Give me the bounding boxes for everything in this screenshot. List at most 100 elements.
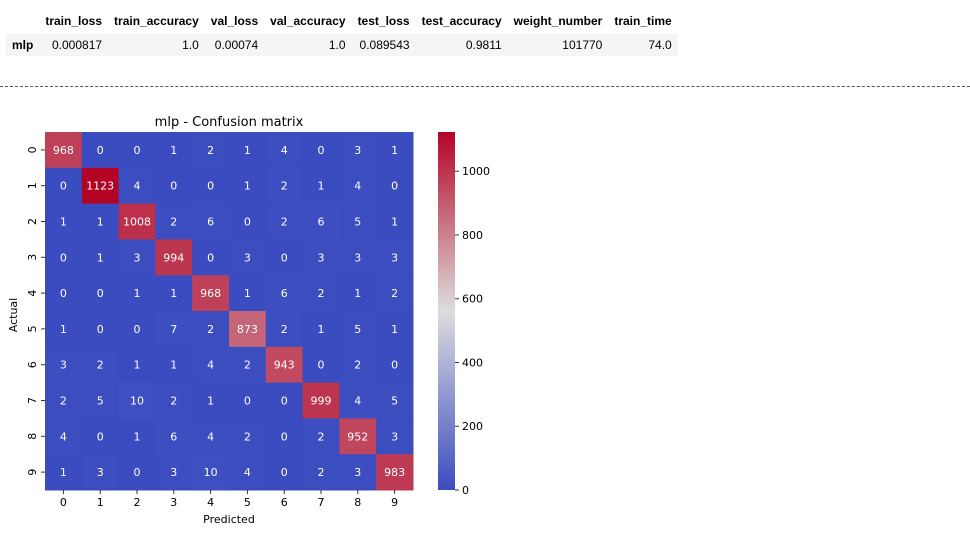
heatmap-cells: 968 0 0 1 2 1 4 0 3 10 1123 4 0 0 1 2 1 4 01 1 1008 2 6 0 2 6 5 10 1… (45, 132, 414, 491)
heatmap-cell (118, 275, 156, 312)
confusion-matrix-chart: mlp - Confusion matrix 968 0 0 1 2 1 4 0 3 10 1123… (7, 115, 490, 526)
x-tick-label: 7 (318, 496, 325, 509)
heatmap-cell (265, 239, 304, 276)
column-header-train-time: train_time (614, 14, 672, 28)
heatmap-cell (265, 275, 304, 312)
cell-value-label: 2 (244, 430, 251, 443)
colorbar-tick-label: 0 (462, 484, 469, 497)
heatmap-cell (118, 203, 156, 240)
cell-value-label: 4 (244, 466, 251, 479)
heatmap-cell (229, 132, 267, 169)
heatmap-cell (155, 311, 193, 348)
dashed-divider (0, 86, 970, 87)
results-table-body: mlp 0.000817 1.0 0.00074 1.0 0.089543 0.9811 10… (6, 34, 678, 56)
y-tick-label: 2 (26, 218, 39, 225)
cell-value-label: 7 (170, 323, 177, 336)
cell-value-label: 0 (134, 466, 141, 479)
cell-value-label: 3 (60, 359, 67, 372)
heatmap-cell (265, 167, 304, 205)
table-cell: 1.0 (328, 38, 346, 52)
heatmap-cell (45, 346, 83, 384)
cell-value-label: 2 (207, 323, 214, 336)
colorbar-ticks: 0 200 400 600 800 1000 (455, 165, 490, 497)
cell-value-label: 1 (60, 216, 67, 229)
heatmap-cell (376, 167, 414, 205)
cell-value-label: 2 (97, 359, 104, 372)
cell-value-label: 1 (134, 430, 141, 443)
heatmap-cell (376, 275, 414, 312)
cell-value-label: 4 (354, 180, 361, 193)
results-table: train_loss train_accuracy val_loss val_accu… (6, 8, 678, 56)
heatmap-cell (339, 167, 377, 205)
cell-value-label: 1 (207, 395, 214, 408)
cell-value-label: 3 (318, 251, 325, 264)
heatmap-cell (265, 346, 304, 384)
colorbar-tick-label: 1000 (462, 165, 490, 178)
heatmap-cell (155, 167, 193, 205)
y-axis-label: Actual (7, 298, 20, 332)
cell-value-label: 4 (207, 430, 214, 443)
heatmap-cell (192, 275, 230, 312)
heatmap-cell (192, 132, 230, 169)
cell-value-label: 1 (318, 323, 325, 336)
cell-value-label: 943 (274, 359, 295, 372)
y-tick-label: 6 (26, 361, 39, 368)
heatmap-cell (155, 239, 193, 276)
heatmap-cell (118, 418, 156, 455)
heatmap-cell (192, 239, 230, 276)
heatmap-cell (118, 346, 156, 384)
cell-value-label: 0 (281, 466, 288, 479)
heatmap-cell (302, 167, 340, 205)
x-tick-label: 1 (97, 496, 104, 509)
heatmap-cell (45, 311, 83, 348)
table-cell: 0.000817 (51, 38, 103, 52)
table-cell: 101770 (562, 38, 603, 52)
heatmap-cell (81, 132, 120, 169)
cell-value-label: 5 (97, 395, 104, 408)
cell-value-label: 0 (318, 144, 325, 157)
index-header (6, 8, 39, 34)
cell-value-label: 1008 (123, 216, 151, 229)
cell-value-label: 0 (170, 180, 177, 193)
heatmap-cell (45, 239, 83, 276)
cell-value-label: 1 (391, 144, 398, 157)
heatmap-cell (265, 132, 304, 169)
cell-value-label: 10 (130, 395, 144, 408)
heatmap-cell (265, 454, 304, 491)
heatmap-cell (45, 203, 83, 240)
heatmap-cell (302, 382, 340, 419)
heatmap-cell (265, 382, 304, 419)
colorbar-tick-label: 800 (462, 229, 483, 242)
cell-value-label: 0 (318, 359, 325, 372)
table-cell: 0.089543 (359, 38, 410, 52)
header-row: train_loss train_accuracy val_loss val_accu… (6, 8, 678, 34)
table-cell: 0.9811 (465, 38, 502, 52)
x-tick-label: 0 (60, 496, 67, 509)
cell-value-label: 0 (391, 359, 398, 372)
x-tick-label: 5 (244, 496, 251, 509)
heatmap-cell (155, 132, 193, 169)
cell-value-label: 2 (318, 466, 325, 479)
heatmap-cell (192, 382, 230, 419)
cell-value-label: 1 (60, 466, 67, 479)
cell-value-label: 2 (281, 180, 288, 193)
x-tick-label: 9 (391, 496, 398, 509)
heatmap-cell (339, 239, 377, 276)
heatmap-cell (192, 454, 230, 491)
heatmap-cell (376, 346, 414, 384)
heatmap-cell (118, 454, 156, 491)
heatmap-cell (229, 346, 267, 384)
heatmap-cell (339, 203, 377, 240)
heatmap-cell (376, 382, 414, 419)
row-index: mlp (12, 38, 34, 52)
cell-value-label: 0 (244, 395, 251, 408)
cell-value-label: 2 (318, 287, 325, 300)
heatmap-cell (339, 275, 377, 312)
column-header-weight-number: weight_number (513, 14, 603, 28)
table-cell: 74.0 (648, 38, 672, 52)
heatmap-cell (229, 239, 267, 276)
heatmap-cell (302, 346, 340, 384)
cell-value-label: 1 (97, 251, 104, 264)
cell-value-label: 952 (347, 430, 368, 443)
cell-value-label: 3 (391, 430, 398, 443)
